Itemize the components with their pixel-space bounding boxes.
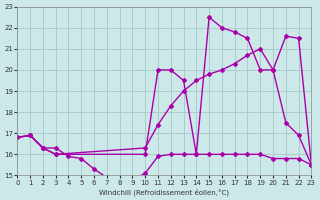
- X-axis label: Windchill (Refroidissement éolien,°C): Windchill (Refroidissement éolien,°C): [100, 188, 229, 196]
